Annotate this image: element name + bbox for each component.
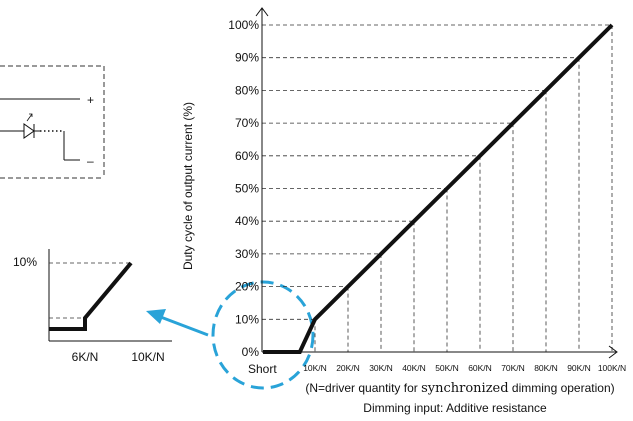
y-tick-label-0: 0%: [242, 345, 260, 359]
zoom-highlight: [146, 280, 315, 390]
inset-series-line: [49, 261, 133, 331]
circuit-plus-label: +: [87, 93, 94, 107]
x-tick-label-40k-n: 40K/N: [402, 363, 426, 373]
y-tick-label-90: 90%: [235, 51, 259, 65]
x-tick-label-10k-n: 10K/N: [303, 363, 327, 373]
y-tick-label-100: 100%: [228, 18, 259, 32]
y-axis-arrow: [255, 7, 269, 17]
series-line: [263, 23, 614, 354]
x-axis-label-line1: (N=driver quantity for synchronized dimm…: [305, 381, 614, 396]
main-chart: 0% 10% 20% 30% 40% 50% 60% 70% 80% 90% 100% Short 1…: [181, 7, 626, 415]
x-tick-label-50k-n: 50K/N: [435, 363, 459, 373]
y-tick-label-50: 50%: [235, 182, 259, 196]
x-tick-label-20k-n: 20K/N: [336, 363, 360, 373]
x-tick-label-80k-n: 80K/N: [534, 363, 558, 373]
x-axis-label-pre: (N=driver quantity for: [305, 381, 421, 395]
highlight-arrow-shaft: [157, 314, 209, 337]
highlight-circle: [211, 280, 315, 390]
highlight-arrow-head: [146, 309, 166, 324]
y-tick-label-40: 40%: [235, 214, 259, 228]
inset-y-label: 10%: [13, 255, 37, 269]
grid-layer: [262, 24, 613, 352]
inset-x-label-10k: 10K/N: [131, 350, 164, 364]
y-tick-label-70: 70%: [235, 116, 259, 130]
y-tick-label-30: 30%: [235, 247, 259, 261]
circuit-minus-label: –: [87, 154, 94, 168]
y-tick-label-80: 80%: [235, 83, 259, 97]
y-tick-label-60: 60%: [235, 149, 259, 163]
x-axis-label-post: dimming operation): [509, 381, 615, 395]
x-ticks: Short 10K/N 20K/N 30K/N 40K/N 50K/N 60K/N 70K/N…: [248, 362, 626, 376]
x-tick-label-100k-n: 100K/N: [598, 363, 626, 373]
series-layer: [263, 23, 614, 354]
y-tick-label-20: 20%: [235, 280, 259, 294]
x-tick-label-30k-n: 30K/N: [369, 363, 393, 373]
x-axis-label-line2: Dimming input: Additive resistance: [363, 401, 547, 415]
y-axis-label: Duty cycle of output current (%): [181, 102, 195, 270]
circuit-diagram: + –: [0, 65, 105, 179]
x-axis-label-serif: synchronized: [421, 381, 508, 396]
x-axis-arrow: [608, 345, 618, 359]
inset-chart: 10% 6K/N 10K/N: [13, 249, 172, 364]
led-icon: [23, 113, 40, 139]
y-ticks: 0% 10% 20% 30% 40% 50% 60% 70% 80% 90% 100%: [228, 18, 259, 359]
y-tick-label-10: 10%: [235, 312, 259, 326]
x-tick-label-short: Short: [248, 362, 277, 376]
x-tick-label-90k-n: 90K/N: [567, 363, 591, 373]
x-tick-label-60k-n: 60K/N: [468, 363, 492, 373]
x-tick-label-70k-n: 70K/N: [501, 363, 525, 373]
inset-x-label-6k: 6K/N: [72, 350, 99, 364]
